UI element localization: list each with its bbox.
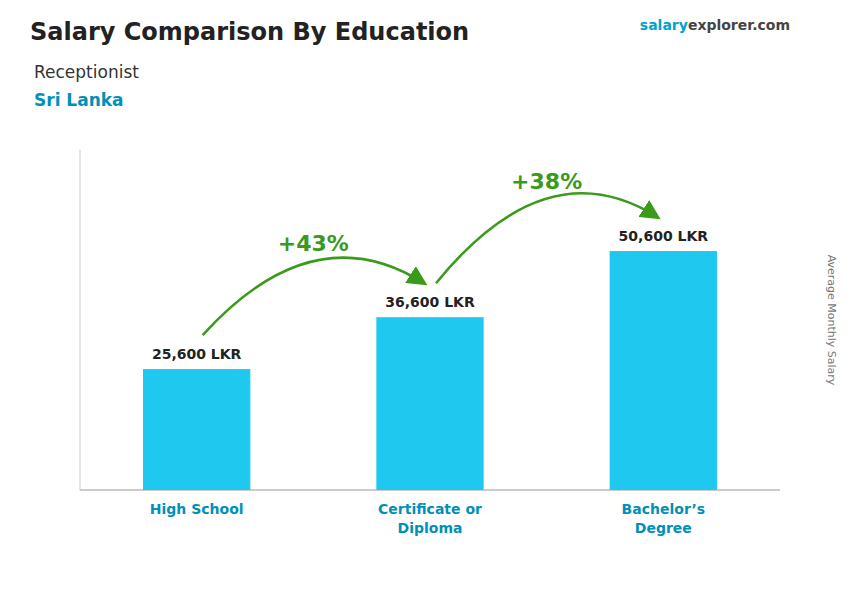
bar bbox=[376, 317, 483, 490]
category-line: Diploma bbox=[398, 520, 463, 536]
chart: Salary Comparison By Education Receptioni… bbox=[0, 0, 850, 606]
subtitle: Receptionist bbox=[34, 62, 139, 82]
watermark: salaryexplorer.com bbox=[640, 17, 790, 33]
change-label: +43% bbox=[278, 231, 349, 256]
watermark-part: .com bbox=[752, 17, 790, 33]
category-line: High School bbox=[150, 501, 244, 517]
bars bbox=[143, 251, 717, 490]
bar bbox=[143, 369, 250, 490]
change-arrow bbox=[203, 258, 424, 335]
title: Salary Comparison By Education bbox=[30, 18, 469, 46]
change-label: +38% bbox=[511, 169, 582, 194]
category-label: Certificate or Diploma bbox=[378, 501, 482, 536]
bar bbox=[610, 251, 717, 490]
y-label: Average Monthly Salary bbox=[825, 255, 838, 386]
category-line: Bachelor’s bbox=[622, 501, 705, 517]
value-label: 50,600 LKR bbox=[619, 228, 709, 244]
category-line: Degree bbox=[635, 520, 692, 536]
value-label: 25,600 LKR bbox=[152, 346, 242, 362]
subtitle: Sri Lanka bbox=[34, 90, 124, 110]
watermark-part: explorer bbox=[688, 17, 754, 33]
value-label: 36,600 LKR bbox=[385, 294, 475, 310]
category-label: Bachelor’s Degree bbox=[622, 501, 705, 536]
category-label: High School bbox=[150, 501, 244, 517]
change-arrow bbox=[436, 193, 657, 283]
watermark-part: salary bbox=[640, 17, 688, 33]
category-line: Certificate or bbox=[378, 501, 482, 517]
y-axis-line bbox=[80, 150, 81, 490]
